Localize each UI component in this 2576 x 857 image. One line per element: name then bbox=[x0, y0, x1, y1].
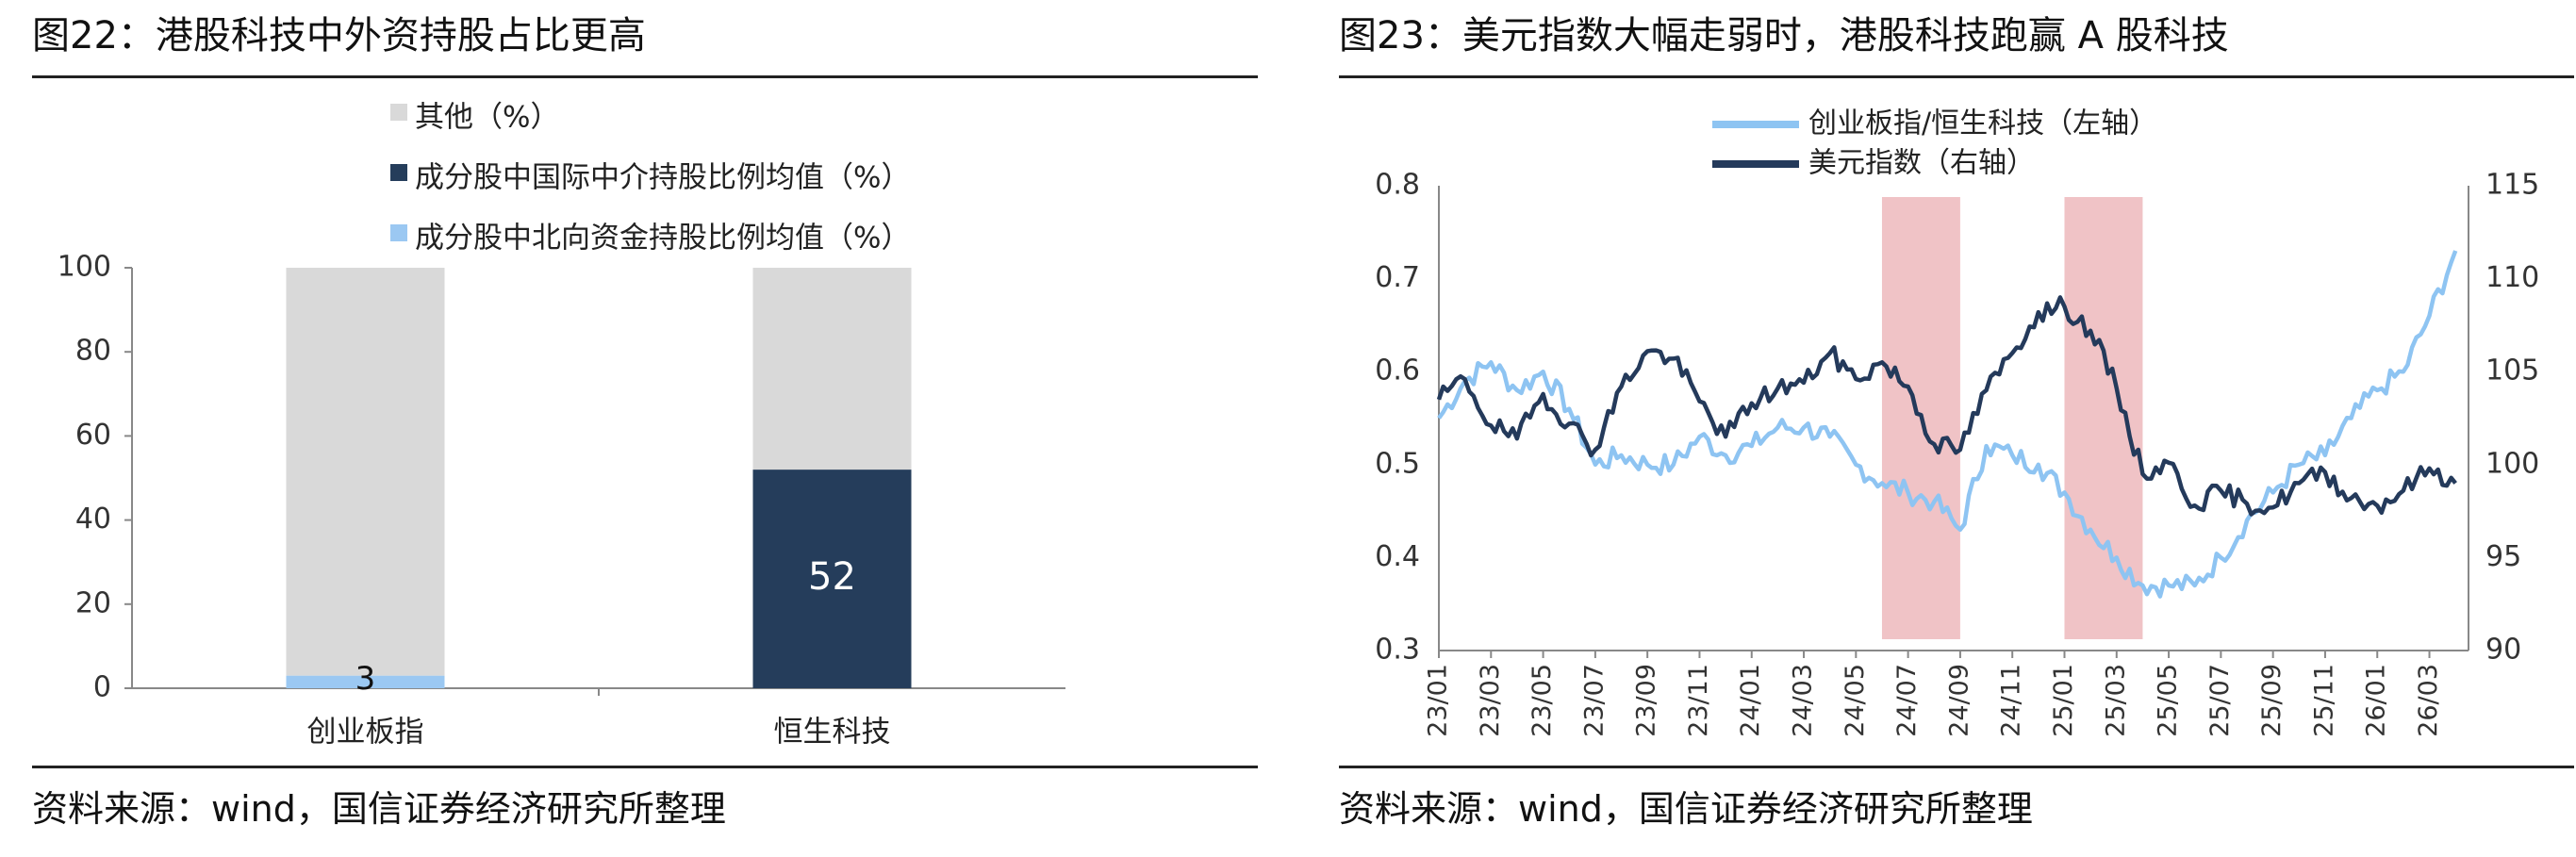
y-tick-label: 20 bbox=[75, 586, 111, 619]
title-rule bbox=[32, 75, 1258, 78]
stacked-bar-chart: 其他（%） 成分股中国际中介持股比例均值（%） 成分股中北向资金持股比例均值（%） 0… bbox=[58, 101, 1065, 750]
legend-label: 创业板指/恒生科技（左轴） bbox=[1808, 107, 2157, 140]
y-tick-label: 100 bbox=[58, 251, 111, 284]
source-rule bbox=[32, 766, 1258, 768]
y-tick-label: 80 bbox=[75, 335, 111, 368]
source-note: 资料来源：wind，国信证券经济研究所整理 bbox=[32, 788, 726, 830]
left-y-tick-label: 0.4 bbox=[1375, 540, 1420, 573]
x-tick-label: 26/03 bbox=[2414, 664, 2443, 737]
right-y-tick-label: 105 bbox=[2485, 354, 2539, 387]
shaded-period bbox=[2064, 197, 2143, 639]
x-tick-label: 23/09 bbox=[1632, 664, 1661, 737]
x-tick-label: 恒生科技 bbox=[774, 716, 891, 750]
y-tick-label: 60 bbox=[75, 419, 111, 452]
x-tick-label: 26/01 bbox=[2362, 664, 2391, 737]
x-tick-label: 24/11 bbox=[1997, 664, 2026, 737]
legend-swatch bbox=[390, 224, 407, 241]
y-tick-label: 0 bbox=[93, 671, 111, 704]
left-y-tick-label: 0.8 bbox=[1375, 169, 1420, 202]
y-tick-label: 40 bbox=[75, 503, 111, 536]
x-tick-label: 25/05 bbox=[2154, 664, 2183, 737]
x-tick-label: 25/09 bbox=[2257, 664, 2287, 737]
x-tick-label: 24/07 bbox=[1892, 664, 1922, 737]
legend-label: 成分股中国际中介持股比例均值（%） bbox=[415, 161, 910, 195]
dual-axis-line-chart: 0.3 0.4 0.5 0.6 0.7 0.8 90 95 100 105 110 115 23/01 2… bbox=[1375, 107, 2539, 737]
series-line bbox=[1436, 295, 2457, 517]
left-y-tick-label: 0.6 bbox=[1375, 354, 1420, 387]
x-tick-label: 创业板指 bbox=[307, 716, 424, 750]
figure-title: 图23：美元指数大幅走弱时，港股科技跑赢 A 股科技 bbox=[1339, 14, 2229, 58]
left-y-tick-label: 0.3 bbox=[1375, 634, 1420, 667]
x-tick-label: 25/01 bbox=[2049, 664, 2078, 737]
right-figure: 图23：美元指数大幅走弱时，港股科技跑赢 A 股科技 0.3 0.4 0.5 0.6 0… bbox=[1318, 0, 2576, 857]
x-tick-label: 25/07 bbox=[2205, 664, 2235, 737]
x-tick-label: 23/07 bbox=[1579, 664, 1609, 737]
right-y-tick-label: 95 bbox=[2485, 540, 2521, 573]
title-rule bbox=[1339, 75, 2574, 78]
legend-swatch bbox=[390, 104, 407, 121]
bar-segment bbox=[286, 675, 445, 688]
left-y-tick-label: 0.5 bbox=[1375, 447, 1420, 480]
data-label: 52 bbox=[808, 555, 856, 599]
x-tick-label: 23/03 bbox=[1476, 664, 1505, 737]
figure-title: 图22：港股科技中外资持股占比更高 bbox=[32, 14, 646, 58]
source-note: 资料来源：wind，国信证券经济研究所整理 bbox=[1339, 788, 2033, 830]
x-tick-label: 24/03 bbox=[1789, 664, 1818, 737]
right-y-tick-label: 115 bbox=[2485, 169, 2539, 202]
data-label: 3 bbox=[355, 660, 376, 698]
right-y-tick-label: 100 bbox=[2485, 447, 2539, 480]
x-tick-label: 23/11 bbox=[1684, 664, 1713, 737]
bar-segment bbox=[286, 268, 445, 676]
series-line bbox=[1437, 250, 2458, 599]
bar-segment bbox=[752, 470, 912, 688]
source-rule bbox=[1339, 766, 2574, 768]
x-tick-label: 24/05 bbox=[1841, 664, 1870, 737]
legend-label: 成分股中北向资金持股比例均值（%） bbox=[415, 222, 910, 255]
legend-label: 其他（%） bbox=[415, 101, 559, 135]
x-tick-label: 24/01 bbox=[1736, 664, 1765, 737]
left-y-tick-label: 0.7 bbox=[1375, 261, 1420, 294]
x-tick-label: 23/05 bbox=[1527, 664, 1557, 737]
x-tick-label: 25/11 bbox=[2309, 664, 2338, 737]
legend-swatch bbox=[390, 164, 407, 181]
x-tick-label: 25/03 bbox=[2101, 664, 2130, 737]
x-tick-label: 24/09 bbox=[1944, 664, 1973, 737]
right-y-tick-label: 110 bbox=[2485, 261, 2539, 294]
right-y-tick-label: 90 bbox=[2485, 634, 2521, 667]
legend-label: 美元指数（右轴） bbox=[1808, 147, 2035, 180]
left-figure: 图22：港股科技中外资持股占比更高 其他（%） 成分股中国际中介持股比例均值（%）… bbox=[0, 0, 1263, 857]
bar-segment bbox=[752, 268, 912, 470]
x-tick-label: 23/01 bbox=[1424, 664, 1453, 737]
